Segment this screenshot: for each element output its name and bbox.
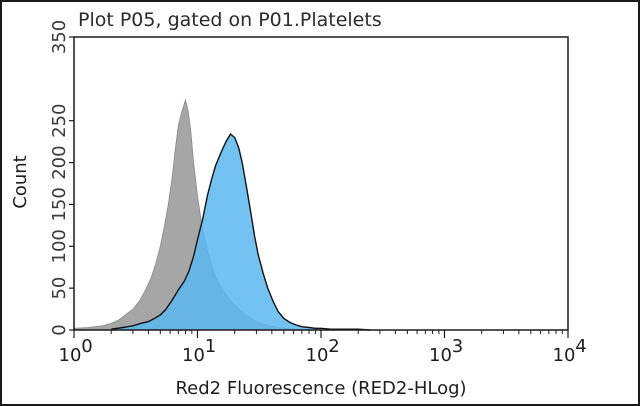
- chart-title: Plot P05, gated on P01.Platelets: [78, 9, 382, 31]
- x-tick-label: 10: [429, 345, 452, 366]
- x-axis-ticks: 10 0 10 1 10 2 10 3 10 4: [59, 330, 587, 366]
- y-tick-label: 100: [49, 229, 70, 263]
- x-tick-exponent: 1: [205, 336, 216, 357]
- series-2-area: [111, 134, 371, 330]
- x-axis-label: Red2 Fluorescence (RED2-HLog): [175, 378, 466, 399]
- y-tick-label: 150: [49, 187, 70, 221]
- y-tick-label: 200: [49, 145, 70, 179]
- y-axis-ticks: 0 50 100 150 200 250 350: [49, 20, 74, 336]
- y-tick-label: 50: [49, 277, 70, 300]
- y-tick-label: 250: [49, 104, 70, 138]
- series-1-area: [74, 99, 309, 330]
- x-tick-exponent: 4: [575, 336, 586, 357]
- y-tick-label: 350: [49, 20, 70, 54]
- y-tick-label: 0: [49, 324, 70, 335]
- x-tick-exponent: 2: [328, 336, 339, 357]
- x-tick-label: 10: [59, 345, 82, 366]
- x-tick-label: 10: [553, 345, 576, 366]
- x-tick-exponent: 0: [81, 336, 92, 357]
- x-tick-label: 10: [182, 345, 205, 366]
- x-tick-exponent: 3: [452, 336, 463, 357]
- series-2-outline: [111, 133, 371, 331]
- y-axis-label: Count: [10, 155, 31, 208]
- x-tick-label: 10: [306, 345, 329, 366]
- series-layer: [73, 98, 371, 331]
